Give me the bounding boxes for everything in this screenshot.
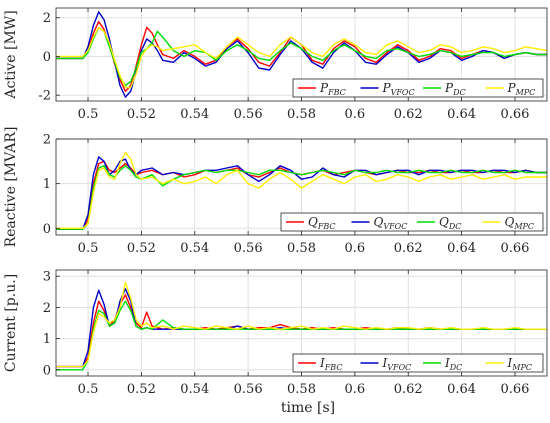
x-tick-label: 0.62 [394,241,423,256]
x-tick-label: 0.66 [501,382,530,397]
x-tick-label: 0.64 [447,241,476,256]
y-tick-label: 1 [43,177,51,192]
x-tick-label: 0.66 [501,107,530,122]
legend: PFBC PVFOC PDC PMPC [292,78,544,98]
y-axis-label: Reactive [MVAR] [3,127,19,248]
legend-label: PDC [444,81,466,97]
series-line-P_VFOC [56,11,547,98]
series-line-Q_DC [56,165,547,230]
legend-label: QVFOC [374,215,408,231]
legend-label: PMPC [507,81,536,97]
x-tick-label: 0.54 [180,382,209,397]
y-tick-label: 0 [43,363,51,378]
y-tick-label: 2 [43,11,51,26]
legend-box [292,78,544,98]
x-tick-label: 0.56 [234,382,263,397]
series-line-P_MPC [56,26,547,89]
x-tick-label: 0.52 [127,107,156,122]
x-tick-label: 0.62 [394,382,423,397]
x-tick-label: 0.6 [345,107,366,122]
legend: QFBC QVFOC QDC QMPC [280,212,544,232]
legend-box [280,212,544,232]
x-tick-label: 0.64 [447,107,476,122]
x-tick-label: 0.58 [287,382,316,397]
x-tick-label: 0.54 [180,107,209,122]
y-tick-label: 0 [43,50,51,65]
series-line-I_MPC [56,281,547,368]
series-group [56,281,547,371]
y-axis-label: Active [MW] [3,10,19,99]
x-tick-label: 0.5 [78,107,99,122]
series-line-Q_MPC [56,151,547,229]
y-tick-label: 2 [43,301,51,316]
legend-label: PFBC [319,81,346,97]
x-tick-label: 0.56 [234,241,263,256]
x-tick-label: 0.5 [78,382,99,397]
legend: IFBC IVFOC IDC IMPC [292,353,544,373]
x-tick-label: 0.52 [127,382,156,397]
panel-2: 0.5 0.52 0.54 0.56 0.58 0.6 0.62 0.64 0.66 0 1 2 Rea… [3,127,548,256]
y-tick-label: 1 [43,332,51,347]
legend-label: IVFOC [382,356,412,372]
x-tick-label: 0.56 [234,107,263,122]
legend-box [292,353,544,373]
legend-label: QDC [439,215,461,231]
x-tick-label: 0.64 [447,382,476,397]
y-tick-label: 0 [43,222,51,237]
y-tick-label: -2 [38,89,51,104]
legend-label: IDC [444,356,462,372]
legend-label: PVFOC [382,81,415,97]
x-tick-label: 0.66 [501,241,530,256]
x-tick-label: 0.6 [345,241,366,256]
x-tick-label: 0.6 [345,382,366,397]
y-axis-label: Current [p.u.] [3,274,19,372]
x-tick-label: 0.54 [180,241,209,256]
series-group [56,11,547,98]
x-tick-label: 0.62 [394,107,423,122]
series-group [56,151,547,230]
x-tick-label: 0.58 [287,107,316,122]
x-tick-label: 0.5 [78,241,99,256]
x-axis-label: time [s] [281,400,335,416]
legend-label: QMPC [505,215,535,231]
x-tick-label: 0.58 [287,241,316,256]
y-tick-label: 3 [43,270,51,285]
y-tick-label: 2 [43,133,51,148]
legend-label: IMPC [507,356,532,372]
x-tick-label: 0.52 [127,241,156,256]
panel-1: 0.5 0.52 0.54 0.56 0.58 0.6 0.62 0.64 0.66 -2 0 2 Ac… [3,7,548,122]
panel-3: 0.5 0.52 0.54 0.56 0.58 0.6 0.62 0.64 0.66 0 1 2 3 Cu… [3,269,548,397]
series-line-I_DC [56,300,547,371]
legend-label: IFBC [319,356,342,372]
legend-label: QFBC [308,215,336,231]
